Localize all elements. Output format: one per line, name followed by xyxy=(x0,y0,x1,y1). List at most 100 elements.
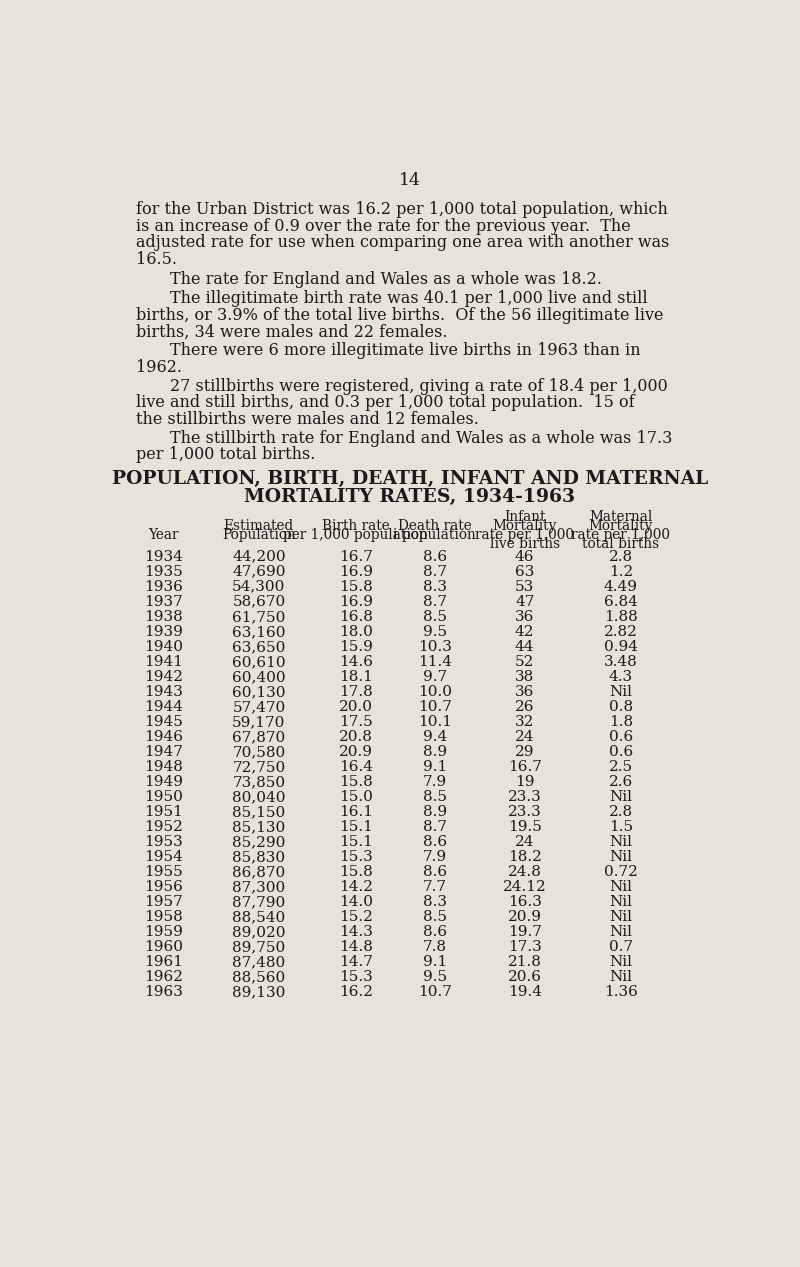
Text: 19.5: 19.5 xyxy=(508,820,542,834)
Text: births, 34 were males and 22 females.: births, 34 were males and 22 females. xyxy=(137,323,448,341)
Text: 14.0: 14.0 xyxy=(338,895,373,910)
Text: 1948: 1948 xyxy=(144,760,183,774)
Text: Mortality: Mortality xyxy=(493,519,557,533)
Text: 1934: 1934 xyxy=(144,550,183,564)
Text: The illegitimate birth rate was 40.1 per 1,000 live and still: The illegitimate birth rate was 40.1 per… xyxy=(170,290,647,308)
Text: 8.9: 8.9 xyxy=(422,805,447,818)
Text: 1960: 1960 xyxy=(144,940,183,954)
Text: 63,160: 63,160 xyxy=(232,625,286,639)
Text: Nil: Nil xyxy=(610,835,632,849)
Text: 72,750: 72,750 xyxy=(232,760,286,774)
Text: POPULATION, BIRTH, DEATH, INFANT AND MATERNAL: POPULATION, BIRTH, DEATH, INFANT AND MAT… xyxy=(112,470,708,489)
Text: 47: 47 xyxy=(515,594,534,608)
Text: 8.6: 8.6 xyxy=(422,550,447,564)
Text: 0.6: 0.6 xyxy=(609,730,633,744)
Text: adjusted rate for use when comparing one area with another was: adjusted rate for use when comparing one… xyxy=(137,234,670,251)
Text: 2.8: 2.8 xyxy=(609,805,633,818)
Text: 80,040: 80,040 xyxy=(232,791,286,805)
Text: 42: 42 xyxy=(515,625,534,639)
Text: 8.5: 8.5 xyxy=(422,609,446,623)
Text: 87,480: 87,480 xyxy=(232,955,286,969)
Text: 70,580: 70,580 xyxy=(232,745,286,759)
Text: Nil: Nil xyxy=(610,850,632,864)
Text: 0.7: 0.7 xyxy=(609,940,633,954)
Text: 54,300: 54,300 xyxy=(232,580,286,594)
Text: 26: 26 xyxy=(515,699,534,713)
Text: 1951: 1951 xyxy=(144,805,183,818)
Text: 1959: 1959 xyxy=(144,925,183,939)
Text: Birth rate: Birth rate xyxy=(322,519,390,533)
Text: 15.1: 15.1 xyxy=(339,835,373,849)
Text: 2.8: 2.8 xyxy=(609,550,633,564)
Text: 0.72: 0.72 xyxy=(604,865,638,879)
Text: 73,850: 73,850 xyxy=(232,775,286,789)
Text: 20.8: 20.8 xyxy=(339,730,373,744)
Text: 38: 38 xyxy=(515,670,534,684)
Text: 14: 14 xyxy=(399,172,421,189)
Text: 17.5: 17.5 xyxy=(339,715,373,729)
Text: 24.12: 24.12 xyxy=(503,881,546,895)
Text: births, or 3.9% of the total live births.  Of the 56 illegitimate live: births, or 3.9% of the total live births… xyxy=(137,307,664,324)
Text: 18.2: 18.2 xyxy=(508,850,542,864)
Text: Nil: Nil xyxy=(610,685,632,699)
Text: 16.9: 16.9 xyxy=(338,594,373,608)
Text: 16.5.: 16.5. xyxy=(137,251,178,269)
Text: 1.36: 1.36 xyxy=(604,986,638,1000)
Text: 20.9: 20.9 xyxy=(338,745,373,759)
Text: Infant: Infant xyxy=(504,509,546,523)
Text: 20.0: 20.0 xyxy=(338,699,373,713)
Text: 24: 24 xyxy=(515,730,534,744)
Text: 20.9: 20.9 xyxy=(508,910,542,924)
Text: 36: 36 xyxy=(515,609,534,623)
Text: 8.5: 8.5 xyxy=(422,910,446,924)
Text: 57,470: 57,470 xyxy=(232,699,286,713)
Text: 1943: 1943 xyxy=(144,685,183,699)
Text: 4.3: 4.3 xyxy=(609,670,633,684)
Text: 1.5: 1.5 xyxy=(609,820,633,834)
Text: live births: live births xyxy=(490,537,560,551)
Text: 17.3: 17.3 xyxy=(508,940,542,954)
Text: 8.6: 8.6 xyxy=(422,835,447,849)
Text: 16.7: 16.7 xyxy=(508,760,542,774)
Text: 29: 29 xyxy=(515,745,534,759)
Text: 19.7: 19.7 xyxy=(508,925,542,939)
Text: 19: 19 xyxy=(515,775,534,789)
Text: 1950: 1950 xyxy=(144,791,183,805)
Text: 14.6: 14.6 xyxy=(338,655,373,669)
Text: 8.6: 8.6 xyxy=(422,865,447,879)
Text: 16.2: 16.2 xyxy=(338,986,373,1000)
Text: Nil: Nil xyxy=(610,925,632,939)
Text: 1962: 1962 xyxy=(144,971,183,984)
Text: 17.8: 17.8 xyxy=(339,685,373,699)
Text: 15.0: 15.0 xyxy=(339,791,373,805)
Text: 18.1: 18.1 xyxy=(339,670,373,684)
Text: 9.5: 9.5 xyxy=(422,625,447,639)
Text: 89,020: 89,020 xyxy=(232,925,286,939)
Text: 47,690: 47,690 xyxy=(232,565,286,579)
Text: 9.5: 9.5 xyxy=(422,971,447,984)
Text: 24.8: 24.8 xyxy=(508,865,542,879)
Text: 1944: 1944 xyxy=(144,699,183,713)
Text: 27 stillbirths were registered, giving a rate of 18.4 per 1,000: 27 stillbirths were registered, giving a… xyxy=(170,378,667,394)
Text: Maternal: Maternal xyxy=(589,509,653,523)
Text: 15.3: 15.3 xyxy=(339,850,373,864)
Text: 14.7: 14.7 xyxy=(339,955,373,969)
Text: 16.3: 16.3 xyxy=(508,895,542,910)
Text: 59,170: 59,170 xyxy=(232,715,286,729)
Text: 14.8: 14.8 xyxy=(339,940,373,954)
Text: 16.1: 16.1 xyxy=(338,805,373,818)
Text: 1946: 1946 xyxy=(144,730,183,744)
Text: 10.0: 10.0 xyxy=(418,685,452,699)
Text: 6.84: 6.84 xyxy=(604,594,638,608)
Text: 53: 53 xyxy=(515,580,534,594)
Text: 1.8: 1.8 xyxy=(609,715,633,729)
Text: is an increase of 0.9 over the rate for the previous year.  The: is an increase of 0.9 over the rate for … xyxy=(137,218,631,234)
Text: 2.5: 2.5 xyxy=(609,760,633,774)
Text: 63: 63 xyxy=(515,565,534,579)
Text: 9.1: 9.1 xyxy=(422,760,447,774)
Text: The rate for England and Wales as a whole was 18.2.: The rate for England and Wales as a whol… xyxy=(170,271,602,289)
Text: 4.49: 4.49 xyxy=(604,580,638,594)
Text: 89,750: 89,750 xyxy=(232,940,286,954)
Text: 15.8: 15.8 xyxy=(339,865,373,879)
Text: 2.6: 2.6 xyxy=(609,775,633,789)
